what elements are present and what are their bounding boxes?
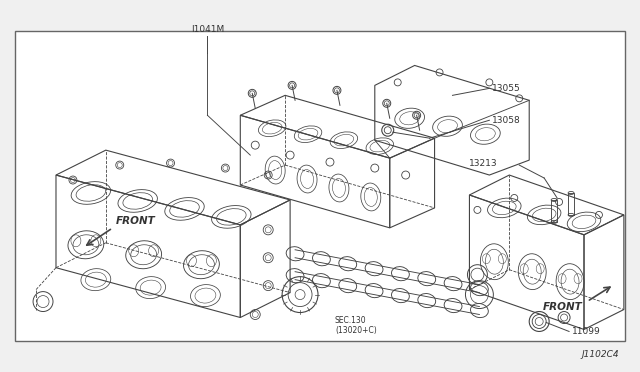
Text: FRONT: FRONT <box>116 216 156 226</box>
FancyBboxPatch shape <box>15 31 625 341</box>
Text: FRONT: FRONT <box>543 302 583 312</box>
Text: (13020+C): (13020+C) <box>335 327 377 336</box>
Text: J1102C4: J1102C4 <box>581 350 619 359</box>
Text: SEC.130: SEC.130 <box>335 315 367 324</box>
Text: 13213: 13213 <box>469 158 498 167</box>
Text: 13058: 13058 <box>492 116 521 125</box>
Text: 13055: 13055 <box>492 84 521 93</box>
Text: 11099: 11099 <box>572 327 601 336</box>
Text: I1041M: I1041M <box>191 25 224 33</box>
